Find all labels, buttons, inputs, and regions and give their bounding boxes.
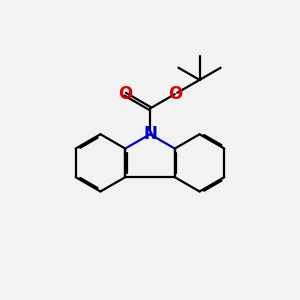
Text: O: O — [118, 85, 132, 103]
Text: O: O — [168, 85, 182, 103]
Text: N: N — [143, 125, 157, 143]
